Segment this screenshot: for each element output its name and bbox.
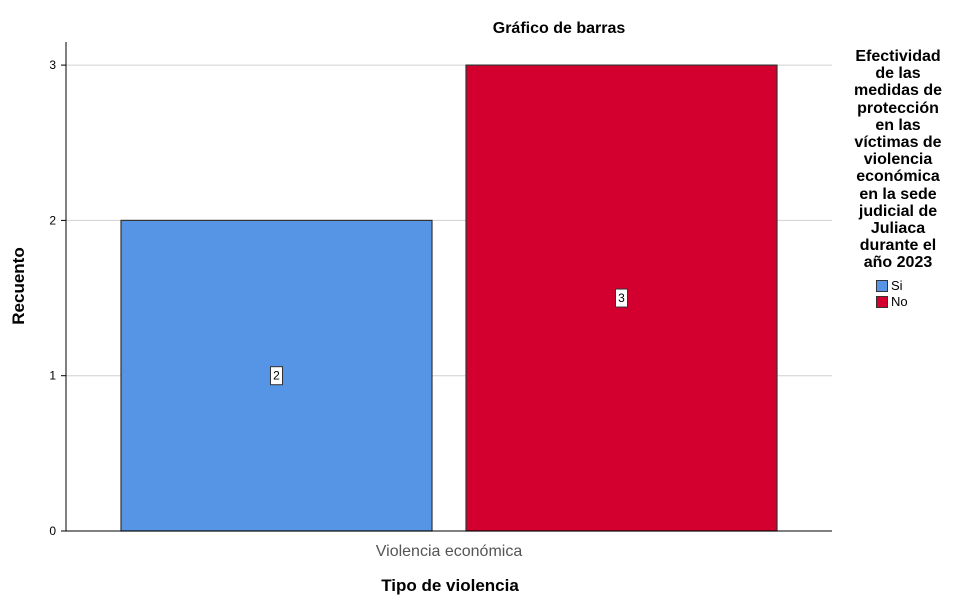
data-label-si: 2 [273,369,280,383]
legend-title-line: medidas de [836,82,960,99]
legend-title: Efectividad de las medidas de protección en … [836,48,960,272]
legend-title-line: Efectividad [836,48,960,65]
legend-title-line: violencia [836,151,960,168]
legend-title-line: judicial de [836,203,960,220]
legend-title-line: año 2023 [836,254,960,271]
legend-item-si: Si [876,278,960,294]
bars: 23 [121,65,777,531]
legend-items: Si No [836,278,960,310]
legend-title-line: víctimas de [836,134,960,151]
y-tick-label: 3 [49,58,56,72]
x-axis-title: Tipo de violencia [381,576,519,595]
legend-label: Si [891,278,903,293]
legend-title-line: en las [836,117,960,134]
data-label-no: 3 [618,291,625,305]
x-axis-categories: Violencia económica [376,543,523,560]
x-category-label: Violencia económica [376,543,523,560]
y-axis-ticks: 0 1 2 3 [49,58,66,538]
legend-swatch [876,280,888,292]
legend-title-line: durante el [836,237,960,254]
legend-item-no: No [876,294,960,310]
legend-title-line: de las [836,65,960,82]
y-axis-title: Recuento [9,247,28,324]
legend-title-line: Juliaca [836,220,960,237]
legend-title-line: protección [836,100,960,117]
y-tick-label: 0 [49,524,56,538]
legend-label: No [891,294,908,309]
y-tick-label: 2 [49,213,56,227]
legend-title-line: económica [836,168,960,185]
legend-title-line: en la sede [836,186,960,203]
legend-swatch [876,296,888,308]
legend: Efectividad de las medidas de protección en … [836,48,960,310]
y-tick-label: 1 [49,369,56,383]
chart-title: Gráfico de barras [493,20,626,37]
